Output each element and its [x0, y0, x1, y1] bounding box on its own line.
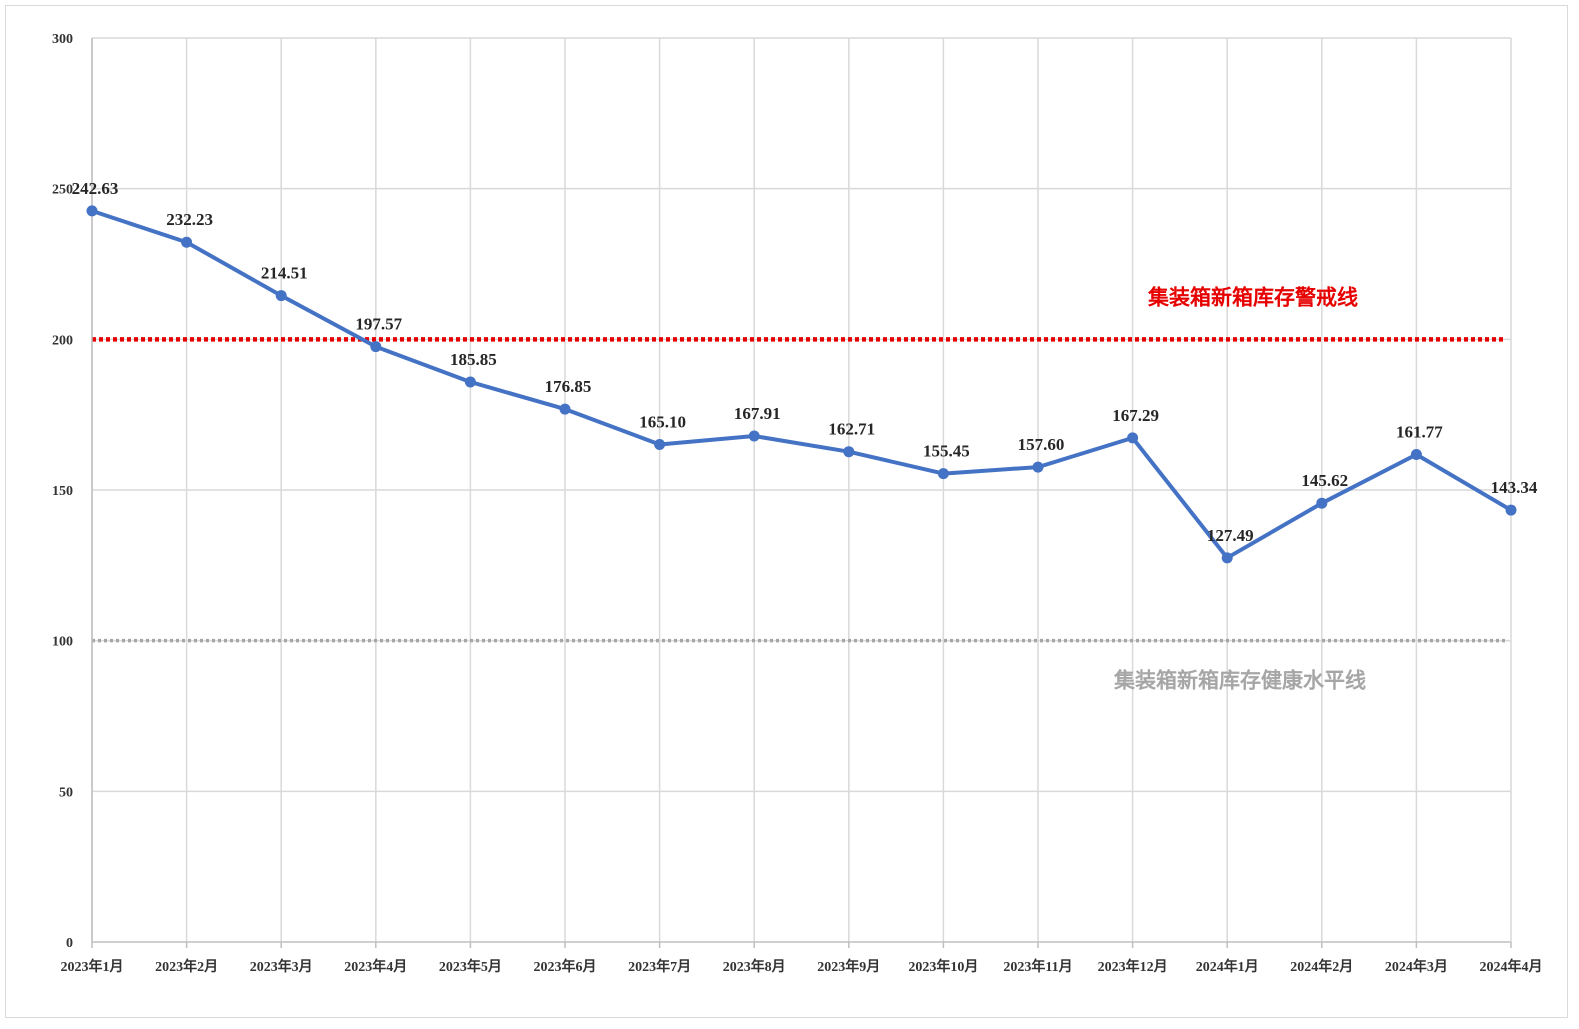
data-label: 161.77 [1396, 423, 1443, 442]
x-tick-label: 2023年6月 [534, 958, 597, 975]
data-point [654, 438, 666, 450]
x-tick-label: 2023年9月 [817, 958, 880, 975]
data-label: 162.71 [828, 420, 875, 439]
data-point [937, 468, 949, 480]
data-label: 197.57 [355, 315, 402, 334]
data-point [1316, 497, 1328, 509]
data-point [86, 205, 98, 217]
data-point [181, 236, 193, 248]
data-point [559, 403, 571, 415]
x-tick-label: 2023年12月 [1098, 958, 1168, 975]
y-tick-label: 50 [59, 785, 73, 800]
data-point [1505, 504, 1517, 516]
data-point [1127, 432, 1139, 444]
chart-frame [5, 5, 1568, 1018]
y-tick-label: 200 [52, 333, 73, 348]
y-tick-label: 150 [52, 484, 73, 499]
x-tick-label: 2023年4月 [344, 958, 407, 975]
data-label: 167.91 [734, 404, 781, 423]
data-point [370, 341, 382, 353]
data-label: 157.60 [1018, 435, 1065, 454]
data-label: 143.34 [1491, 478, 1538, 497]
data-point [1410, 449, 1422, 461]
x-tick-label: 2023年1月 [61, 958, 124, 975]
x-tick-label: 2024年3月 [1385, 958, 1448, 975]
y-tick-label: 300 [52, 32, 73, 47]
x-tick-label: 2023年5月 [439, 958, 502, 975]
y-tick-label: 250 [52, 183, 73, 198]
x-tick-label: 2024年4月 [1480, 958, 1543, 975]
x-tick-label: 2023年2月 [155, 958, 218, 975]
data-label: 145.62 [1301, 471, 1348, 490]
x-tick-label: 2024年1月 [1196, 958, 1259, 975]
data-point [275, 290, 287, 302]
data-label: 165.10 [639, 412, 686, 431]
warning-line-label: 集装箱新箱库存警戒线 [1147, 285, 1358, 309]
data-label: 214.51 [261, 264, 308, 283]
data-point [1032, 461, 1044, 473]
data-label: 127.49 [1207, 526, 1254, 545]
reference-lines [92, 337, 1505, 643]
data-point [464, 376, 476, 388]
data-label: 155.45 [923, 442, 970, 461]
data-point [748, 430, 760, 442]
data-label: 232.23 [166, 210, 213, 229]
x-tick-label: 2023年11月 [1003, 958, 1072, 975]
healthy-line-label: 集装箱新箱库存健康水平线 [1113, 669, 1366, 693]
x-tick-label: 2023年3月 [250, 958, 313, 975]
x-tick-label: 2023年7月 [628, 958, 691, 975]
data-point [1221, 552, 1233, 564]
x-tick-label: 2023年10月 [908, 958, 978, 975]
x-tick-label: 2023年8月 [723, 958, 786, 975]
gridlines [91, 37, 1512, 942]
axes: 0 50 100 150 200 250 300 2023年1月 2023年2月 2023年3月 2… [52, 32, 1543, 975]
data-point [843, 446, 855, 458]
data-label: 185.85 [450, 350, 497, 369]
y-tick-label: 100 [52, 635, 73, 650]
data-label: 176.85 [545, 377, 592, 396]
series-layer [86, 205, 1517, 564]
data-label: 167.29 [1112, 406, 1159, 425]
y-tick-label: 0 [66, 936, 73, 951]
data-label: 242.63 [72, 179, 119, 198]
series-line [90, 208, 1513, 560]
x-tick-label: 2024年2月 [1290, 958, 1353, 975]
